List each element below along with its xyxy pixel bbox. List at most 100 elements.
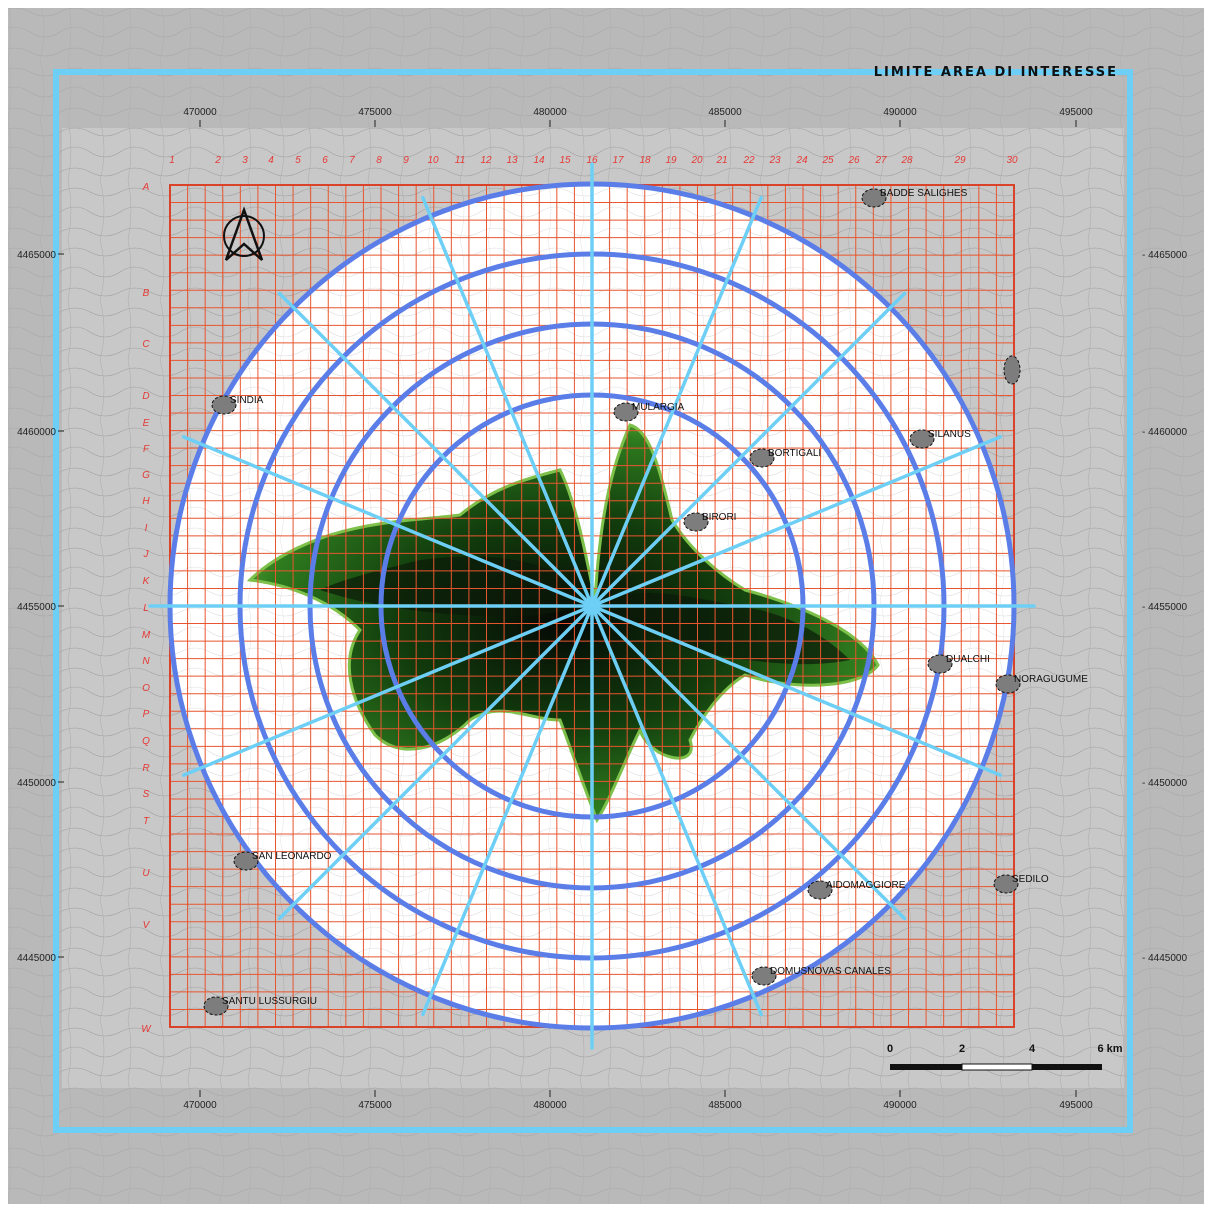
grid-column-label: 30 <box>1006 155 1018 166</box>
scale-bar: 0 2 4 6 km <box>887 1043 1123 1071</box>
town-outline <box>749 448 775 468</box>
scale-label-2: 2 <box>959 1043 965 1055</box>
interest-area-frame <box>53 69 1133 1133</box>
y-coordinate-label: 4455000 <box>17 602 56 613</box>
y-coordinate-label: 4465000 <box>17 250 56 261</box>
grid-column-label: 20 <box>690 155 703 166</box>
scale-label-0: 0 <box>887 1043 893 1055</box>
town-outline <box>807 880 833 900</box>
x-coordinate-label: 470000 <box>183 1100 217 1111</box>
town-outline <box>993 874 1019 894</box>
grid-column-label: 5 <box>295 155 301 166</box>
town-outline <box>909 429 935 449</box>
y-coordinate-label: - 4450000 <box>1142 778 1187 789</box>
radial-line <box>590 604 907 921</box>
map-title: LIMITE AREA DI INTERESSE <box>874 65 1118 80</box>
x-coordinate-label: 475000 <box>358 107 392 118</box>
north-arrow-icon <box>223 206 265 261</box>
grid-column-label: 22 <box>742 155 755 166</box>
grid-column-label: 2 <box>214 155 221 166</box>
scale-label-4: 4 <box>1029 1043 1036 1055</box>
town-outline <box>683 512 709 532</box>
x-coordinate-label: 480000 <box>533 1100 567 1111</box>
town-label: SAN LEONARDO <box>252 851 332 862</box>
x-coordinate-label: 485000 <box>708 107 742 118</box>
radial-line <box>590 195 763 608</box>
x-coordinate-label: 490000 <box>883 107 917 118</box>
y-coordinate-label: - 4455000 <box>1142 602 1187 613</box>
town-outline <box>995 674 1021 694</box>
grid-column-label: 12 <box>480 155 492 166</box>
grid-column-label: 21 <box>715 155 727 166</box>
y-coordinate-label: 4460000 <box>17 427 56 438</box>
radial-line <box>421 195 594 608</box>
grid-column-label: 11 <box>455 155 465 166</box>
grid-column-label: 15 <box>559 155 571 166</box>
grid-row-label: E <box>143 418 150 429</box>
x-coordinate-label: 470000 <box>183 107 217 118</box>
town-label: MULARGIA <box>632 402 685 413</box>
y-coordinate-label: - 4465000 <box>1142 250 1187 261</box>
grid-row-label: U <box>142 868 150 879</box>
scale-label-6km: 6 km <box>1097 1043 1122 1055</box>
y-coordinate-label: - 4445000 <box>1142 953 1187 964</box>
radial-line <box>277 604 594 921</box>
grid-column-label: 3 <box>242 155 248 166</box>
radial-line <box>590 435 1003 608</box>
town-outline <box>613 402 639 422</box>
grid-column-label: 25 <box>821 155 834 166</box>
grid-row-label: B <box>143 288 150 299</box>
grid-column-label: 10 <box>427 155 439 166</box>
grid-row-label: D <box>142 391 149 402</box>
x-coordinate-label: 495000 <box>1059 1100 1093 1111</box>
radial-line <box>181 604 594 777</box>
grid-column-label: 28 <box>900 155 913 166</box>
town-outline <box>927 654 953 674</box>
grid-row-label: L <box>143 603 149 614</box>
grid-labels: 1 2 3 4 5 6 7 8 9 10 11 12 13 14 15 16 17 18 19 20 21 22 23 24 2… <box>141 155 1018 1035</box>
grid-row-label: T <box>143 816 150 827</box>
town-outline <box>861 188 887 208</box>
grid-column-label: 27 <box>874 155 887 166</box>
grid-column-label: 7 <box>349 155 355 166</box>
town-label: NORAGUGUME <box>1014 674 1088 685</box>
x-coordinate-label: 495000 <box>1059 107 1093 118</box>
town-label: DOMUSNOVAS CANALES <box>770 966 891 977</box>
grid-row-label: Q <box>142 736 150 747</box>
town-outline <box>233 851 259 871</box>
y-coordinate-label: 4450000 <box>17 778 56 789</box>
radial-line <box>181 435 594 608</box>
town-outline <box>203 996 229 1016</box>
x-coordinate-label: 490000 <box>883 1100 917 1111</box>
town-label: AIDOMAGGIORE <box>826 880 906 891</box>
grid-row-label: R <box>142 763 149 774</box>
grid-row-label: J <box>143 549 150 560</box>
center-point <box>585 599 599 613</box>
grid-column-label: 13 <box>506 155 518 166</box>
town-label: BADDE SALIGHES <box>880 188 968 199</box>
town-label: SANTU LUSSURGIU <box>222 996 317 1007</box>
grid-column-label: 23 <box>768 155 781 166</box>
grid-column-label: 26 <box>847 155 860 166</box>
grid-column-label: 24 <box>795 155 808 166</box>
grid-column-label: 18 <box>639 155 651 166</box>
town-label: SINDIA <box>230 395 264 406</box>
y-coordinate-label: 4445000 <box>17 953 56 964</box>
y-coordinate-label: - 4460000 <box>1142 427 1187 438</box>
town-label: DUALCHI <box>946 654 990 665</box>
grid-row-label: O <box>142 683 150 694</box>
grid-row-label: V <box>143 920 151 931</box>
town-label: SILANUS <box>928 429 971 440</box>
radial-lines <box>148 162 1036 1050</box>
grid-row-label: P <box>143 709 150 720</box>
town-outline <box>751 966 777 986</box>
radial-line <box>277 291 594 608</box>
grid-column-label: 16 <box>586 155 598 166</box>
grid-column-label: 4 <box>268 155 274 166</box>
grid-column-label: 6 <box>322 155 328 166</box>
radial-line <box>590 291 907 608</box>
coordinate-labels: 4700004700004750004750004800004800004850… <box>17 107 1187 1111</box>
grid-column-label: 14 <box>533 155 545 166</box>
